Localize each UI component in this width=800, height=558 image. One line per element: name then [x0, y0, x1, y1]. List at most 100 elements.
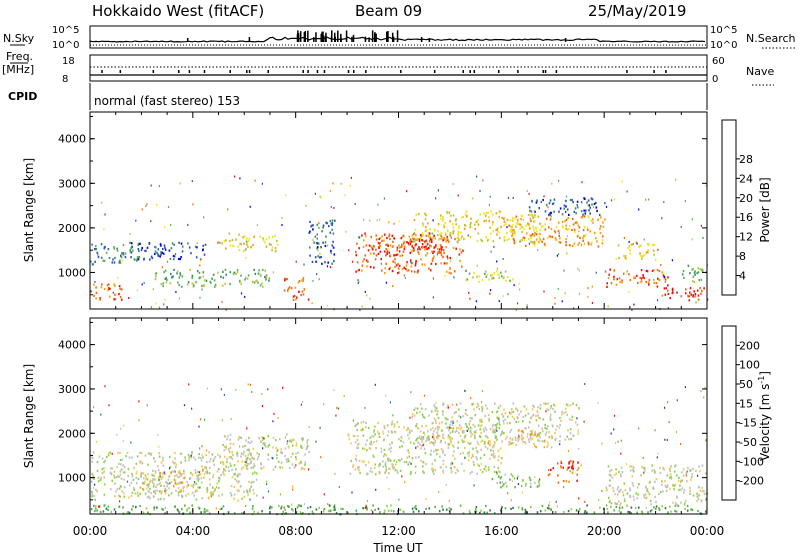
velocity-cell: [516, 409, 519, 412]
power-noise-cell: [233, 175, 236, 178]
power-cell: [458, 224, 460, 228]
power-cell: [661, 271, 664, 274]
power-cell: [262, 239, 265, 242]
velocity-cell: [246, 491, 249, 494]
velocity-cell: [210, 491, 213, 494]
power-cell: [401, 235, 404, 238]
velocity-cell: [490, 449, 492, 452]
power-cell: [667, 276, 669, 279]
velocity-cell: [562, 480, 565, 483]
power-cell: [438, 250, 440, 254]
power-cell: [204, 243, 207, 246]
power-noise-cell: [551, 182, 553, 185]
velocity-cell: [661, 505, 664, 508]
power-noise-cell: [452, 183, 454, 185]
velocity-cell: [361, 429, 364, 432]
power-cell: [680, 295, 683, 298]
power-cell: [574, 231, 576, 234]
power-cell: [700, 278, 703, 281]
freq-mark: [352, 70, 355, 73]
power-cell: [243, 235, 246, 238]
velocity-cell: [153, 483, 155, 486]
velocity-cell: [253, 463, 255, 466]
velocity-cell: [378, 472, 381, 475]
power-cell: [373, 252, 375, 255]
power-cell: [454, 219, 457, 222]
power-cell: [691, 268, 694, 271]
velocity-colorbar-label-main: Velocity [m s: [758, 384, 772, 461]
velocity-cell: [242, 466, 244, 469]
velocity-cell: [335, 512, 338, 515]
power-cell: [178, 276, 180, 279]
velocity-cell: [226, 460, 228, 464]
power-cell: [515, 215, 518, 218]
power-cell: [698, 279, 700, 282]
velocity-cell: [632, 484, 635, 487]
power-cell: [508, 224, 510, 227]
velocity-cell: [466, 452, 469, 455]
velocity-noise-cell: [521, 491, 523, 494]
power-cell: [616, 278, 619, 281]
velocity-cell: [454, 411, 457, 414]
power-cell: [309, 220, 311, 223]
velocity-cell: [300, 504, 302, 507]
velocity-cell: [128, 511, 131, 514]
velocity-cell: [706, 492, 709, 495]
power-noise-cell: [507, 293, 509, 296]
power-noise-cell: [239, 177, 241, 180]
velocity-cell: [253, 510, 255, 513]
velocity-cell: [366, 439, 368, 442]
power-cell: [585, 209, 587, 212]
velocity-noise-cell: [343, 395, 345, 398]
power-cell: [178, 284, 180, 287]
velocity-cell: [123, 466, 126, 469]
velocity-cell: [629, 465, 631, 468]
power-noise-cell: [240, 281, 242, 284]
power-cell: [303, 288, 306, 291]
velocity-noise-cell: [449, 427, 451, 430]
velocity-cell: [240, 455, 242, 458]
power-cell: [555, 225, 558, 229]
power-noise-cell: [482, 179, 484, 182]
power-cell: [262, 285, 264, 288]
velocity-cell: [652, 487, 655, 490]
power-cell: [325, 221, 327, 224]
power-cell: [641, 257, 643, 260]
velocity-cell: [305, 447, 308, 451]
power-noise-cell: [358, 236, 360, 239]
velocity-cell: [195, 498, 198, 501]
velocity-cell: [107, 508, 109, 511]
power-noise-cell: [628, 240, 630, 243]
xtick-label: 04:00: [176, 524, 211, 538]
velocity-cell: [148, 483, 150, 486]
power-noise-cell: [178, 297, 180, 300]
velocity-cell: [150, 492, 153, 495]
power-cell: [671, 287, 674, 290]
freq-mark: [473, 70, 476, 73]
velocity-cell: [369, 447, 372, 450]
power-cell: [107, 289, 109, 292]
power-cell: [176, 272, 178, 275]
power-cell: [229, 282, 231, 286]
velocity-cell: [612, 487, 614, 490]
velocity-cell: [673, 484, 676, 487]
velocity-cell: [481, 409, 484, 413]
velocity-cell: [233, 497, 235, 500]
velocity-cell: [275, 454, 278, 457]
velocity-cell: [267, 458, 269, 461]
velocity-cell: [237, 460, 239, 463]
velocity-cell: [579, 507, 581, 510]
velocity-cell: [549, 416, 552, 419]
power-cell: [379, 244, 381, 248]
power-cell: [129, 241, 131, 244]
power-cell: [550, 227, 553, 231]
power-noise-cell: [631, 308, 633, 311]
velocity-cell: [157, 465, 159, 468]
velocity-cell: [456, 429, 458, 432]
velocity-cell: [393, 425, 396, 428]
velocity-cell: [260, 440, 263, 443]
velocity-cell: [422, 470, 424, 473]
power-cell: [484, 272, 486, 276]
velocity-cell: [630, 465, 633, 468]
velocity-cell: [704, 472, 707, 475]
